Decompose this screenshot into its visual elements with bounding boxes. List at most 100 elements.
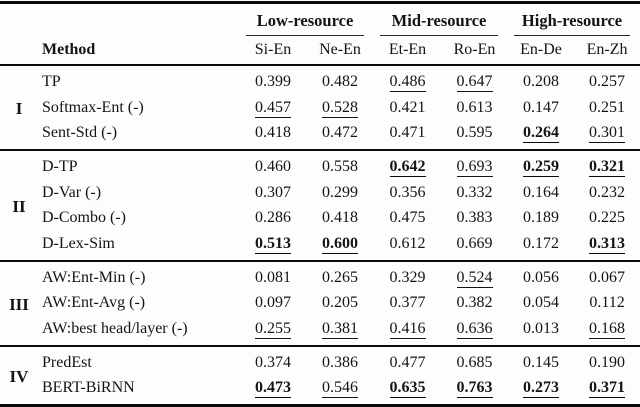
- metric-cell: 0.460: [240, 150, 306, 180]
- table-row: D-Lex-Sim 0.513 0.600 0.612 0.669 0.172 0.313: [0, 231, 640, 261]
- metric-cell: 0.595: [441, 120, 508, 150]
- metric-value: 0.612: [389, 234, 426, 252]
- metric-cell: 0.647: [441, 65, 508, 95]
- metric-value: 0.371: [589, 379, 626, 398]
- metric-value: 0.377: [389, 294, 426, 311]
- column-header-et-en: Et-En: [374, 36, 442, 66]
- metric-cell: 0.635: [374, 375, 441, 406]
- metric-value: 0.205: [322, 294, 358, 311]
- metric-cell: 0.612: [374, 231, 441, 261]
- metric-value: 0.190: [589, 353, 626, 371]
- metric-cell: 0.524: [441, 261, 508, 291]
- metric-value: 0.307: [255, 183, 291, 201]
- metric-cell: 0.356: [374, 180, 441, 206]
- metric-cell: 0.013: [508, 316, 574, 346]
- metric-value: 0.642: [389, 158, 426, 177]
- table-row: Softmax-Ent (-) 0.457 0.528 0.421 0.613 0.147…: [0, 95, 640, 121]
- column-group-high-resource: High-resource: [508, 3, 640, 36]
- metric-value: 0.259: [523, 158, 560, 177]
- column-group-rule: High-resource: [514, 11, 631, 36]
- metric-value: 0.524: [456, 268, 493, 288]
- method-cell: AW:Ent-Min (-): [42, 268, 146, 286]
- metric-value: 0.513: [255, 234, 291, 254]
- table-row: AW:best head/layer (-) 0.255 0.381 0.416 0.6…: [0, 316, 640, 346]
- metric-cell: 0.383: [441, 205, 508, 231]
- metric-cell: 0.321: [574, 150, 640, 180]
- table-header: Low-resource Mid-resource High-resource …: [0, 3, 640, 66]
- metric-cell: 0.371: [574, 375, 640, 406]
- metric-value: 0.685: [456, 353, 493, 371]
- metric-cell: 0.546: [306, 375, 374, 406]
- metric-cell: 0.273: [508, 375, 574, 406]
- metric-cell: 0.472: [306, 120, 374, 150]
- table-row: I TP 0.399 0.482 0.486 0.647 0.208 0.257: [0, 65, 640, 118]
- metric-value: 0.383: [456, 209, 493, 226]
- metric-value: 0.273: [523, 379, 560, 398]
- metric-value: 0.457: [255, 98, 291, 118]
- column-group-rule: Low-resource: [246, 11, 365, 36]
- metric-cell: 0.693: [441, 150, 508, 180]
- column-header-en-zh: En-Zh: [574, 36, 640, 66]
- metric-cell: 0.528: [306, 95, 374, 121]
- metric-cell: 0.054: [508, 290, 574, 316]
- metric-value: 0.251: [589, 98, 626, 116]
- metric-value: 0.145: [523, 353, 560, 371]
- metric-cell: 0.205: [306, 290, 374, 316]
- metric-cell: 0.642: [374, 150, 441, 180]
- metric-value: 0.189: [523, 209, 560, 226]
- metric-cell: 0.056: [508, 261, 574, 291]
- metric-value: 0.473: [255, 379, 291, 398]
- metric-cell: 0.164: [508, 180, 574, 206]
- method-group-I: I TP 0.399 0.482 0.486 0.647 0.208 0.257 Softmax…: [0, 65, 640, 150]
- metric-value: 0.528: [322, 98, 358, 118]
- metric-value: 0.257: [589, 73, 626, 90]
- metric-value: 0.112: [589, 294, 625, 311]
- metric-cell: 0.600: [306, 231, 374, 261]
- column-group-mid-resource: Mid-resource: [374, 3, 508, 36]
- table-row: Sent-Std (-) 0.418 0.472 0.471 0.595 0.264 0.3…: [0, 120, 640, 150]
- metric-cell: 0.558: [306, 150, 374, 180]
- method-cell: AW:best head/layer (-): [42, 319, 188, 337]
- metric-value: 0.299: [322, 183, 358, 201]
- metric-value: 0.421: [389, 98, 426, 116]
- method-cell: Sent-Std (-): [42, 124, 118, 141]
- metric-value: 0.081: [255, 268, 291, 286]
- metric-value: 0.147: [523, 98, 560, 116]
- metric-cell: 0.145: [508, 346, 574, 376]
- metric-cell: 0.685: [441, 346, 508, 376]
- metric-cell: 0.332: [441, 180, 508, 206]
- metric-cell: 0.147: [508, 95, 574, 121]
- column-group-rule: Mid-resource: [380, 11, 499, 36]
- header-spacer: [0, 3, 240, 37]
- metric-cell: 0.208: [508, 65, 574, 95]
- method-group-III: III AW:Ent-Min (-) 0.081 0.265 0.329 0.524 0.0…: [0, 260, 640, 346]
- metric-cell: 0.636: [441, 316, 508, 346]
- column-header-ro-en: Ro-En: [441, 36, 509, 66]
- metric-value: 0.286: [255, 209, 291, 226]
- method-cell: Softmax-Ent (-): [42, 98, 144, 116]
- metric-value: 0.332: [456, 183, 493, 201]
- column-header-en-de: En-De: [508, 36, 575, 66]
- column-header-row: Method Si-En Ne-En Et-En Ro-En En-De En-…: [0, 36, 640, 66]
- metric-value: 0.418: [255, 124, 291, 141]
- metric-value: 0.635: [389, 379, 426, 398]
- metric-cell: 0.189: [508, 205, 574, 231]
- method-group-IV: IV PredEst 0.374 0.386 0.477 0.685 0.145 0.190 B…: [0, 345, 640, 406]
- table-row: D-Var (-) 0.307 0.299 0.356 0.332 0.164 0.232: [0, 180, 640, 206]
- method-group-II: II D-TP 0.460 0.558 0.642 0.693 0.259 0.321 D-Va…: [0, 150, 640, 261]
- metric-cell: 0.251: [574, 95, 640, 121]
- metric-cell: 0.265: [306, 261, 374, 291]
- column-group-row: Low-resource Mid-resource High-resource: [0, 3, 640, 37]
- metric-value: 0.416: [389, 319, 426, 339]
- metric-value: 0.172: [523, 234, 560, 252]
- method-column-header: Method: [38, 36, 240, 66]
- metric-value: 0.613: [456, 98, 493, 116]
- metric-value: 0.208: [523, 73, 560, 90]
- metric-cell: 0.457: [240, 95, 306, 121]
- metric-value: 0.329: [389, 268, 426, 286]
- column-header-si-en: Si-En: [240, 36, 306, 66]
- metric-value: 0.472: [322, 124, 358, 141]
- group-roman-numeral: III: [9, 294, 29, 314]
- metric-value: 0.374: [255, 353, 291, 371]
